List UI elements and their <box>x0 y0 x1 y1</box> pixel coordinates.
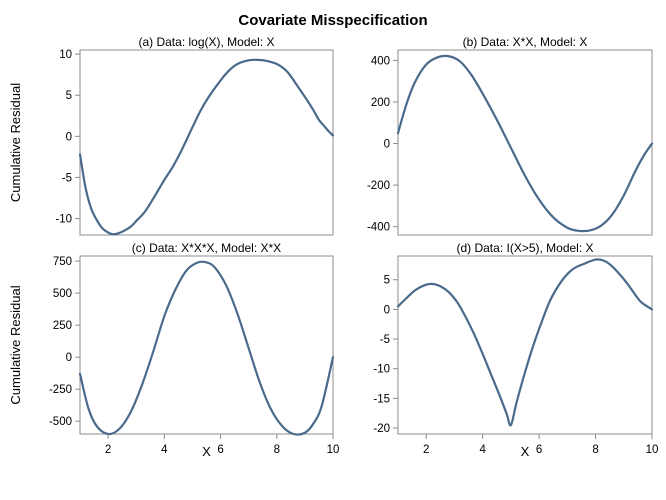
panel-3: (c) Data: X*X*X, Model: X*X -500 -250 0 250 5… <box>8 241 339 459</box>
y-tick-label: 0 <box>66 352 72 364</box>
plot-frame <box>79 255 334 435</box>
y-tick-label: 5 <box>66 90 72 102</box>
panels: (a) Data: log(X), Model: X -10 -5 0 5 10 Cumul… <box>8 35 658 459</box>
y-tick-label: -10 <box>55 214 72 226</box>
x-tick-label: 6 <box>536 444 542 456</box>
y-tick-label: -5 <box>62 172 72 184</box>
y-tick-label: 0 <box>66 131 72 143</box>
panel-4: (d) Data: I(X>5), Model: X -20 -15 -10 -5 0 5 2… <box>373 241 658 459</box>
y-tick-label: 5 <box>384 275 390 287</box>
x-axis-label: X <box>202 444 211 459</box>
x-tick-label: 10 <box>646 444 659 456</box>
y-tick-label: -500 <box>49 416 72 428</box>
series-line <box>78 58 335 236</box>
y-tick-label: 0 <box>384 304 390 316</box>
panel-title: (b) Data: X*X, Model: X <box>463 35 588 49</box>
y-tick-label: -200 <box>367 180 390 192</box>
y-tick-label: 500 <box>53 288 72 300</box>
y-tick-label: 0 <box>384 139 390 151</box>
panel-title: (c) Data: X*X*X, Model: X*X <box>132 241 281 255</box>
y-tick-label: 400 <box>371 55 390 67</box>
x-tick-label: 2 <box>423 444 429 456</box>
y-tick-label: 200 <box>371 97 390 109</box>
y-tick-label: 250 <box>53 320 72 332</box>
x-tick-label: 10 <box>327 444 340 456</box>
y-tick-label: -250 <box>49 384 72 396</box>
series-line <box>78 260 335 436</box>
x-axis-label: X <box>521 444 530 459</box>
x-tick-label: 8 <box>274 444 280 456</box>
x-tick-label: 4 <box>161 444 168 456</box>
y-axis-label: Cumulative Residual <box>8 83 23 202</box>
series-line <box>396 54 654 233</box>
y-tick-label: 750 <box>53 256 72 268</box>
panel-1: (a) Data: log(X), Model: X -10 -5 0 5 10 Cumul… <box>8 35 335 236</box>
y-axis-label: Cumulative Residual <box>8 285 23 404</box>
y-tick-label: 10 <box>59 49 72 61</box>
panel-2: (b) Data: X*X, Model: X -400 -200 0 200 400 <box>367 35 654 236</box>
panel-title: (d) Data: I(X>5), Model: X <box>456 241 593 255</box>
x-tick-label: 6 <box>217 444 223 456</box>
y-tick-label: -400 <box>367 222 390 234</box>
plot-frame <box>79 49 334 236</box>
y-tick-label: -15 <box>373 393 390 405</box>
x-tick-label: 8 <box>592 444 598 456</box>
panel-title: (a) Data: log(X), Model: X <box>138 35 274 49</box>
y-tick-label: -20 <box>373 423 390 435</box>
x-tick-label: 2 <box>105 444 111 456</box>
x-tick-label: 4 <box>479 444 486 456</box>
series-line <box>396 258 654 427</box>
plot-frame <box>397 255 653 435</box>
plot-frame <box>397 49 653 236</box>
figure-title: Covariate Misspecification <box>238 12 427 29</box>
y-tick-label: -5 <box>380 334 390 346</box>
y-tick-label: -10 <box>373 364 390 376</box>
